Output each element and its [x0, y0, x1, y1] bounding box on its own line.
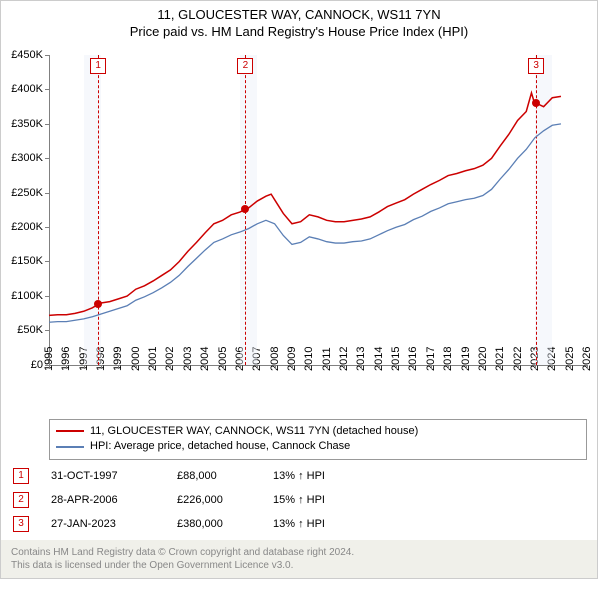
- txn-pct: 15% ↑ HPI: [273, 494, 587, 506]
- txn-marker-box: 1: [13, 468, 29, 484]
- txn-date: 27-JAN-2023: [51, 518, 161, 530]
- chart-legend: 11, GLOUCESTER WAY, CANNOCK, WS11 7YN (d…: [49, 419, 587, 460]
- legend-swatch: [56, 430, 84, 432]
- legend-swatch: [56, 446, 84, 448]
- txn-pct: 13% ↑ HPI: [273, 470, 587, 482]
- footer-line: This data is licensed under the Open Gov…: [11, 559, 587, 572]
- footer-line: Contains HM Land Registry data © Crown c…: [11, 546, 587, 559]
- transaction-table: 1 31-OCT-1997 £88,000 13% ↑ HPI 2 28-APR…: [13, 464, 587, 536]
- txn-pct: 13% ↑ HPI: [273, 518, 587, 530]
- chart-area: £0£50K£100K£150K£200K£250K£300K£350K£400…: [1, 45, 597, 415]
- legend-label: HPI: Average price, detached house, Cann…: [90, 439, 350, 454]
- chart-title-line1: 11, GLOUCESTER WAY, CANNOCK, WS11 7YN: [1, 7, 597, 24]
- chart-title-block: 11, GLOUCESTER WAY, CANNOCK, WS11 7YN Pr…: [1, 1, 597, 45]
- series-line-property: [49, 93, 561, 316]
- chart-title-line2: Price paid vs. HM Land Registry's House …: [1, 24, 597, 41]
- legend-item: 11, GLOUCESTER WAY, CANNOCK, WS11 7YN (d…: [56, 424, 580, 439]
- chart-container: 11, GLOUCESTER WAY, CANNOCK, WS11 7YN Pr…: [0, 0, 598, 579]
- txn-marker-box: 3: [13, 516, 29, 532]
- legend-label: 11, GLOUCESTER WAY, CANNOCK, WS11 7YN (d…: [90, 424, 418, 439]
- txn-date: 28-APR-2006: [51, 494, 161, 506]
- txn-date: 31-OCT-1997: [51, 470, 161, 482]
- txn-price: £88,000: [177, 470, 257, 482]
- transaction-row: 3 27-JAN-2023 £380,000 13% ↑ HPI: [13, 512, 587, 536]
- transaction-row: 2 28-APR-2006 £226,000 15% ↑ HPI: [13, 488, 587, 512]
- series-line-hpi: [49, 124, 561, 322]
- txn-marker-box: 2: [13, 492, 29, 508]
- txn-price: £380,000: [177, 518, 257, 530]
- chart-footer: Contains HM Land Registry data © Crown c…: [1, 540, 597, 578]
- series-svg: [1, 45, 587, 365]
- transaction-row: 1 31-OCT-1997 £88,000 13% ↑ HPI: [13, 464, 587, 488]
- txn-price: £226,000: [177, 494, 257, 506]
- legend-item: HPI: Average price, detached house, Cann…: [56, 439, 580, 454]
